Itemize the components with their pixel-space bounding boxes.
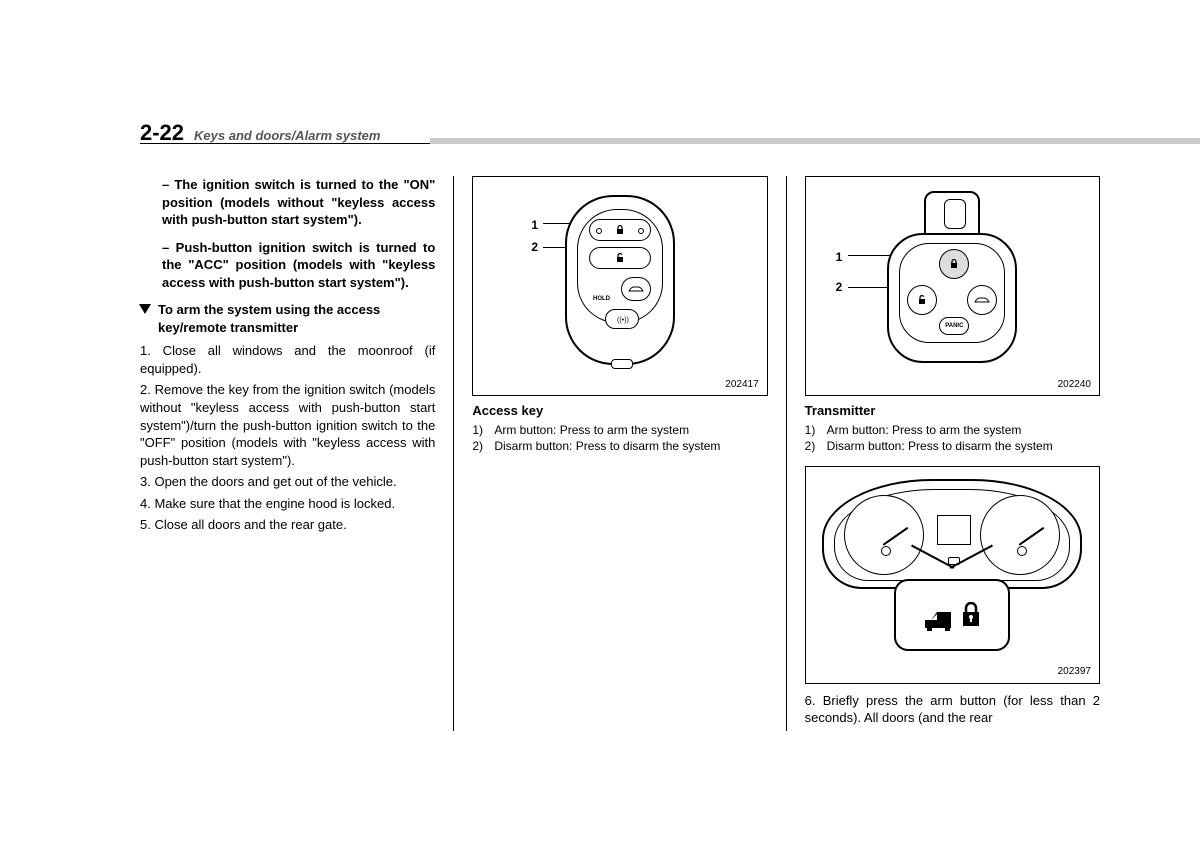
- step-3: 3. Open the doors and get out of the veh…: [140, 473, 435, 491]
- trunk-button-icon: [621, 277, 651, 301]
- figure-legend: 1)Arm button: Press to arm the system 2)…: [805, 422, 1100, 454]
- figure-legend: 1)Arm button: Press to arm the system 2)…: [472, 422, 767, 454]
- step-5: 5. Close all doors and the rear gate.: [140, 516, 435, 534]
- legend-1-text: Arm button: Press to arm the system: [494, 422, 767, 438]
- svg-text:((•)): ((•)): [617, 317, 629, 324]
- figure-id: 202397: [1058, 665, 1091, 679]
- security-indicator-icon: [894, 579, 1010, 651]
- instrument-cluster: [822, 479, 1082, 589]
- figure-access-key: 1 2 HO: [472, 176, 767, 396]
- access-key-fob: HOLD ((•)): [565, 195, 675, 365]
- disarm-button-icon: [589, 247, 651, 269]
- note-ignition-on: – The ignition switch is turned to the "…: [140, 176, 435, 229]
- legend-2-num: 2): [472, 438, 494, 454]
- triangle-icon: [139, 304, 151, 314]
- header-rule: [140, 138, 1200, 144]
- figure-transmitter: 1 2: [805, 176, 1100, 396]
- subheading-arm-system: To arm the system using the access key/r…: [140, 301, 435, 336]
- figure-caption: Transmitter: [805, 402, 1100, 420]
- legend-2-text: Disarm button: Press to disarm the syste…: [494, 438, 767, 454]
- figure-dashboard: 202397: [805, 466, 1100, 684]
- panic-button-icon: ((•)): [605, 309, 639, 329]
- column-1: – The ignition switch is turned to the "…: [140, 176, 454, 731]
- figure-caption: Access key: [472, 402, 767, 420]
- callout-1: 1: [836, 249, 843, 265]
- step-6: 6. Briefly press the arm button (for les…: [805, 692, 1100, 727]
- step-4: 4. Make sure that the engine hood is loc…: [140, 495, 435, 513]
- legend-1-text: Arm button: Press to arm the system: [827, 422, 1100, 438]
- legend-2-num: 2): [805, 438, 827, 454]
- manual-page: 2-22 Keys and doors/Alarm system – The i…: [140, 120, 1100, 773]
- transmitter-fob: PANIC: [887, 191, 1017, 363]
- column-2: 1 2 HO: [472, 176, 786, 731]
- figure-id: 202417: [725, 378, 758, 392]
- figure-id: 202240: [1058, 378, 1091, 392]
- subheading-text: To arm the system using the access key/r…: [158, 301, 435, 336]
- panic-button-icon: PANIC: [939, 317, 969, 335]
- legend-1-num: 1): [472, 422, 494, 438]
- legend-1-num: 1): [805, 422, 827, 438]
- column-3: 1 2: [805, 176, 1100, 731]
- callout-1: 1: [531, 217, 538, 233]
- step-1: 1. Close all windows and the moonroof (i…: [140, 342, 435, 377]
- hold-label: HOLD: [593, 295, 610, 303]
- note-ignition-acc: – Push-button ignition switch is turned …: [140, 239, 435, 292]
- legend-2-text: Disarm button: Press to disarm the syste…: [827, 438, 1100, 454]
- callout-2: 2: [836, 279, 843, 295]
- step-2: 2. Remove the key from the ignition swit…: [140, 381, 435, 469]
- callout-2: 2: [531, 239, 538, 255]
- columns: – The ignition switch is turned to the "…: [140, 176, 1100, 731]
- arm-button-icon: [589, 219, 651, 241]
